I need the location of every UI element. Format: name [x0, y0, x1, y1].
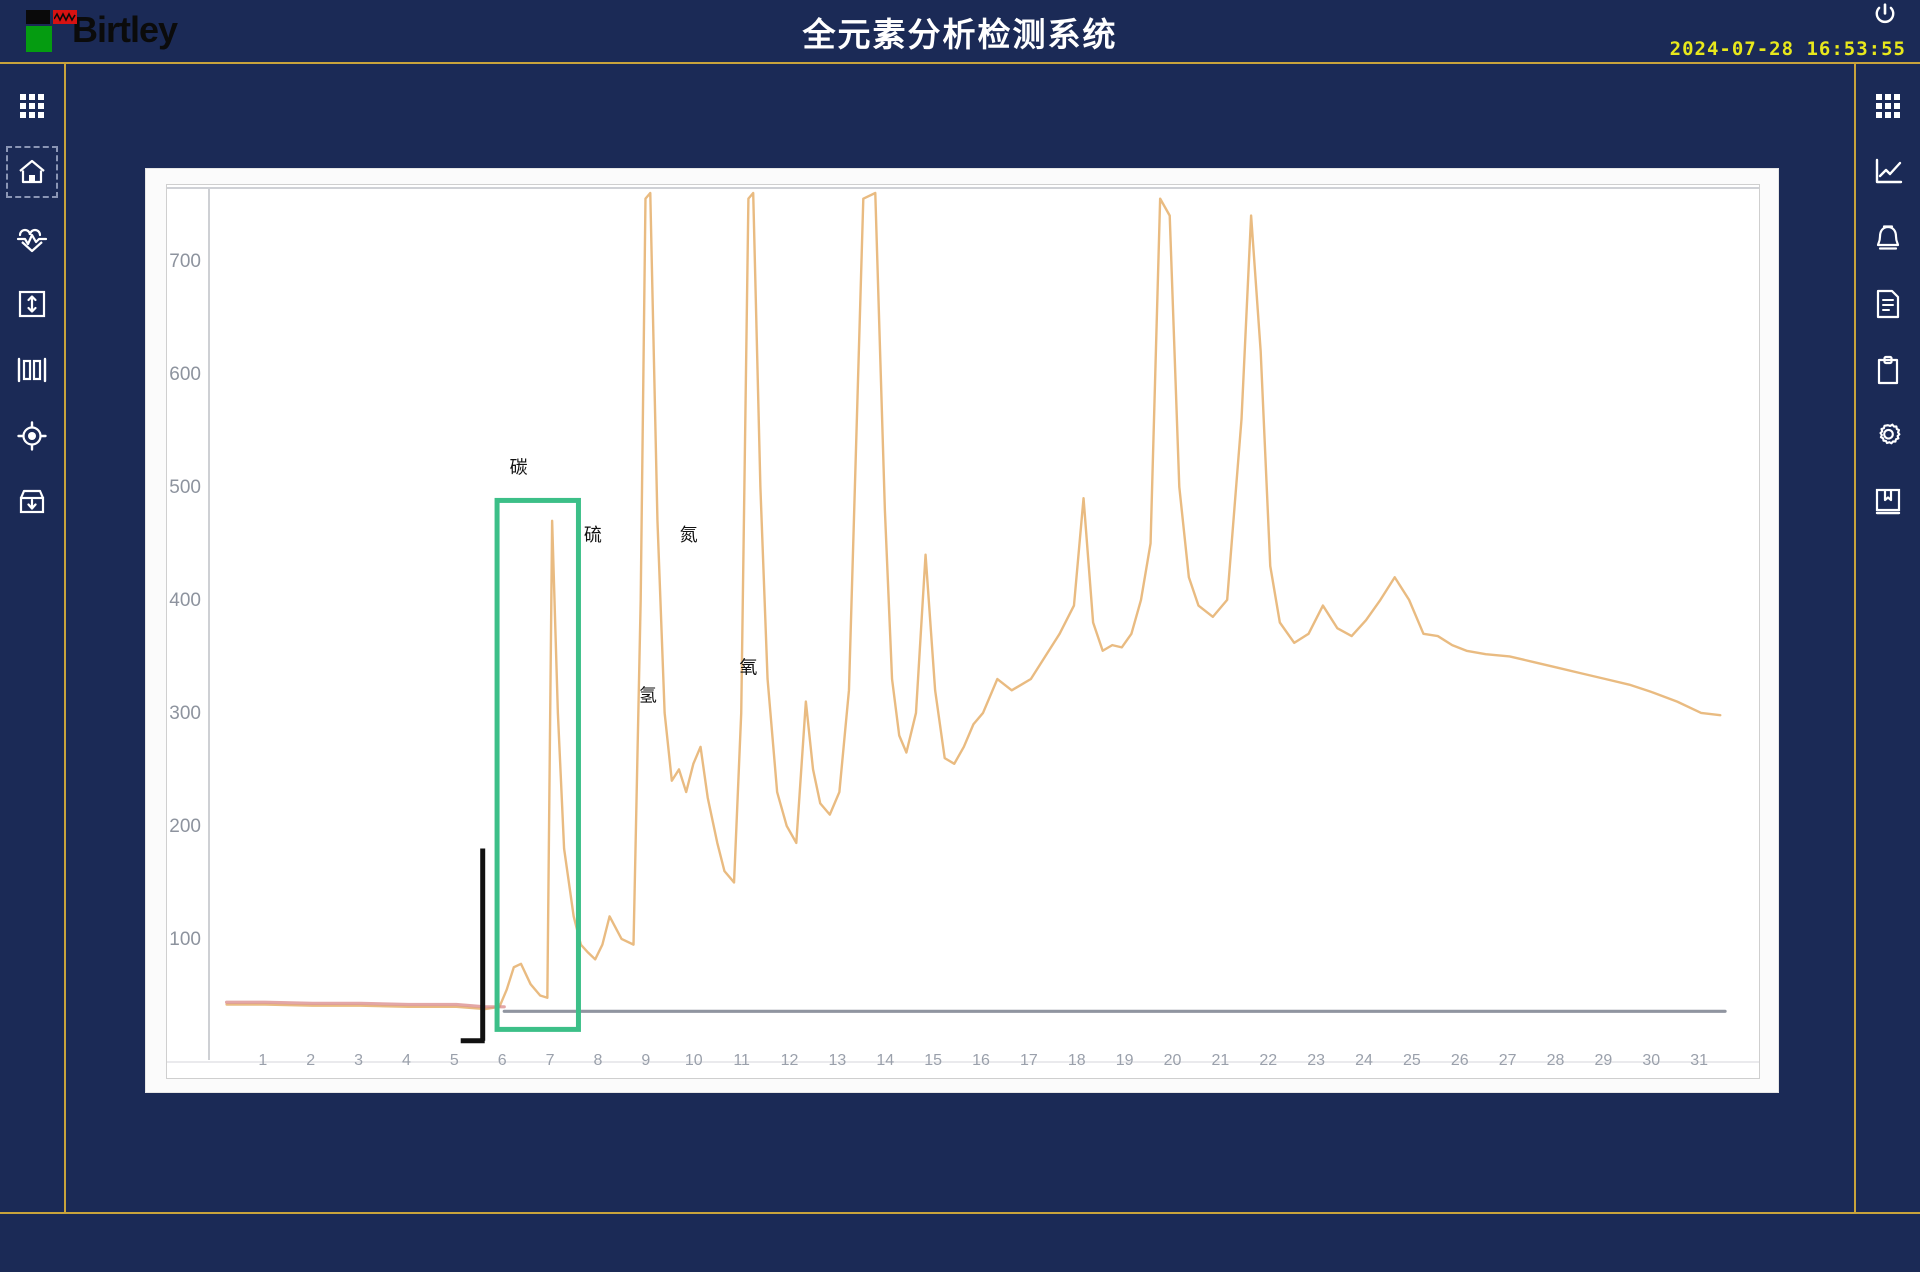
line-chart-icon	[1873, 158, 1903, 186]
right-sidebar	[1856, 62, 1920, 1212]
left-sidebar	[0, 62, 64, 1212]
x-tick-label: 19	[1115, 1052, 1134, 1069]
sidebar-item-trend[interactable]	[1862, 146, 1914, 198]
x-tick-label: 20	[1163, 1052, 1182, 1069]
clipboard-icon	[1875, 355, 1901, 385]
y-tick-label: 200	[169, 816, 201, 837]
x-tick-label: 30	[1642, 1052, 1661, 1069]
sidebar-item-alarm[interactable]	[1862, 212, 1914, 264]
bracket-marker[interactable]	[460, 848, 486, 1044]
brand-logo: Birtley	[26, 4, 178, 52]
document-icon	[1875, 289, 1901, 319]
power-icon[interactable]	[1872, 2, 1898, 28]
page-title: 全元素分析检测系统	[802, 15, 1118, 54]
target-icon	[17, 421, 47, 451]
bottom-frame-divider	[0, 1212, 1920, 1214]
bar-columns-icon	[17, 357, 47, 383]
book-bookmark-icon	[1874, 488, 1902, 516]
sidebar-item-import[interactable]	[6, 476, 58, 528]
y-tick-label: 600	[169, 364, 201, 385]
peak-label-hydrogen: 氢	[639, 686, 657, 707]
logo-marks	[26, 4, 77, 52]
logo-text: Birtley	[72, 9, 178, 50]
x-tick-label: 28	[1546, 1052, 1565, 1069]
peak-label-oxygen: 氧	[739, 657, 757, 678]
logo-waveform-icon	[54, 12, 76, 22]
logo-black-block	[26, 10, 50, 24]
x-tick-label: 26	[1450, 1052, 1469, 1069]
peak-label-carbon: 碳	[510, 457, 528, 478]
gear-icon	[1873, 421, 1903, 451]
right-rail-divider	[1854, 62, 1856, 1212]
x-tick-label: 2	[306, 1052, 316, 1069]
sidebar-item-manual[interactable]	[1862, 476, 1914, 528]
y-tick-label: 400	[169, 590, 201, 611]
sidebar-item-columns[interactable]	[6, 344, 58, 396]
x-tick-label: 15	[924, 1052, 943, 1069]
x-tick-label: 16	[972, 1052, 990, 1069]
x-tick-label: 22	[1259, 1052, 1278, 1069]
spectrum-svg: 100 200 300 400 500 600 700 碳硫 氮氢 氧	[167, 187, 1759, 1063]
x-tick-label: 5	[449, 1052, 459, 1069]
spectrum-curve	[225, 191, 1722, 1011]
x-tick-label: 7	[545, 1052, 555, 1069]
sidebar-item-panel-grid[interactable]	[1862, 80, 1914, 132]
x-tick-label: 23	[1307, 1052, 1326, 1069]
x-tick-label: 4	[402, 1052, 411, 1069]
spectrum-plot[interactable]: 100 200 300 400 500 600 700 碳硫 氮氢 氧	[166, 184, 1760, 1079]
inbox-download-icon	[17, 488, 47, 516]
sidebar-item-document[interactable]	[1862, 278, 1914, 330]
sidebar-item-home[interactable]	[6, 146, 58, 198]
selection-rectangle[interactable]	[494, 497, 581, 1032]
home-icon	[17, 157, 47, 187]
chart-panel: 100 200 300 400 500 600 700 碳硫 氮氢 氧	[145, 168, 1779, 1093]
grid-icon	[1874, 92, 1902, 120]
x-tick-label: 14	[876, 1052, 895, 1069]
x-tick-label: 1	[258, 1052, 268, 1069]
sidebar-item-settings[interactable]	[1862, 410, 1914, 462]
x-tick-label: 10	[684, 1052, 703, 1069]
sidebar-item-record[interactable]	[1862, 344, 1914, 396]
app-header: Birtley 全元素分析检测系统 2024-07-28 16:53:55	[0, 0, 1920, 62]
heartbeat-icon	[16, 223, 48, 253]
bell-icon	[1874, 223, 1902, 253]
y-tick-label: 500	[169, 477, 201, 498]
vertical-arrows-box-icon	[18, 290, 46, 318]
x-tick-label: 21	[1211, 1052, 1230, 1069]
peak-label-nitrogen: 氮	[680, 525, 698, 546]
datetime-display: 2024-07-28 16:53:55	[1669, 38, 1906, 60]
x-tick-label: 13	[828, 1052, 847, 1069]
y-tick-label: 100	[169, 929, 201, 950]
y-tick-label: 700	[169, 251, 201, 272]
x-tick-label: 27	[1498, 1052, 1517, 1069]
sidebar-item-range[interactable]	[6, 278, 58, 330]
sidebar-item-grid[interactable]	[6, 80, 58, 132]
x-tick-label: 29	[1594, 1052, 1613, 1069]
grid-icon	[18, 92, 46, 120]
x-tick-label: 9	[641, 1052, 651, 1069]
sidebar-item-monitor[interactable]	[6, 212, 58, 264]
x-tick-label: 11	[733, 1052, 750, 1069]
x-tick-label: 18	[1067, 1052, 1086, 1069]
content-frame	[0, 62, 1920, 1272]
x-tick-label: 8	[593, 1052, 603, 1069]
logo-red-block	[53, 10, 77, 24]
x-tick-label: 24	[1355, 1052, 1373, 1069]
x-tick-label: 25	[1402, 1052, 1421, 1069]
y-tick-label: 300	[169, 703, 201, 724]
left-rail-divider	[64, 62, 66, 1212]
x-axis-tick-labels: 1 2 3 4 5 6 7 8 9 10 11 12 13 14 15 16 17 18 19 20 21 22 23 24 2…	[165, 1052, 1759, 1078]
x-tick-label: 3	[354, 1052, 364, 1069]
x-tick-label: 6	[497, 1052, 507, 1069]
sidebar-item-target[interactable]	[6, 410, 58, 462]
logo-green-block	[26, 26, 52, 52]
x-tick-label: 17	[1019, 1052, 1038, 1069]
x-tick-label: 12	[780, 1052, 799, 1069]
x-tick-label: 31	[1690, 1052, 1709, 1069]
peak-label-sulfur: 硫	[584, 525, 602, 546]
